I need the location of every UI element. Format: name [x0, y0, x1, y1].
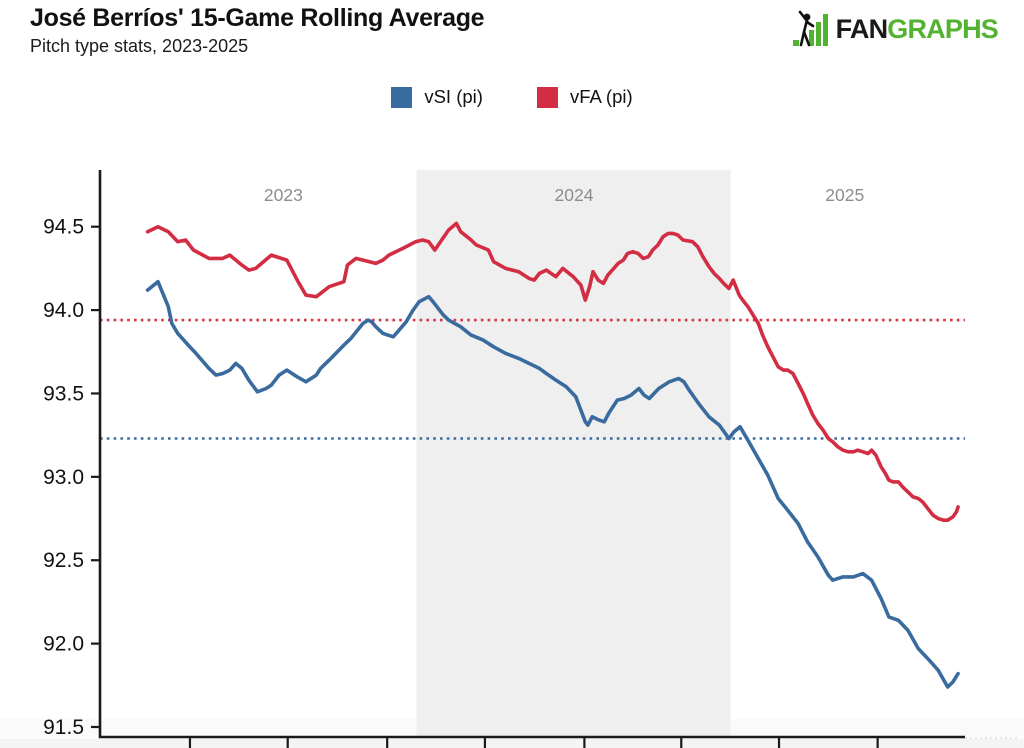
legend-item-vfa[interactable]: vFA (pi) [536, 86, 633, 108]
logo-text-graphs: GRAPHS [887, 14, 999, 44]
page-title: José Berríos' 15-Game Rolling Average [30, 4, 485, 32]
y-tick-label: 93.5 [43, 382, 84, 405]
fangraphs-batter-icon [792, 10, 828, 47]
series-line-vfa [145, 221, 960, 522]
cropped-xlabel-strip [0, 738, 1024, 748]
y-tick-label: 93.0 [43, 466, 84, 489]
vsi-color-swatch [391, 86, 413, 108]
y-tick-label: 92.0 [43, 633, 84, 656]
y-tick-label: 94.0 [43, 299, 84, 322]
axis-lines [98, 170, 965, 739]
y-tick-label: 94.5 [43, 216, 84, 239]
logo-text-fan: FAN [835, 14, 888, 44]
vfa-color-swatch [536, 86, 558, 108]
page-subtitle: Pitch type stats, 2023-2025 [30, 36, 249, 56]
fangraphs-logo[interactable]: FAN GRAPHS [792, 10, 999, 48]
vfa-legend-label: vFA (pi) [569, 86, 633, 107]
year-label-2024: 2024 [555, 185, 594, 205]
legend-item-vsi[interactable]: vSI (pi) [391, 86, 483, 108]
year-label-2023: 2023 [264, 185, 303, 205]
chart-legend: vSI (pi) vFA (pi) [0, 86, 1024, 108]
vsi-legend-label: vSI (pi) [424, 86, 483, 107]
year-label-2025: 2025 [825, 185, 864, 205]
series-line-vsi [145, 279, 960, 689]
y-tick-label: 91.5 [43, 716, 84, 739]
season-band-2024 [416, 170, 731, 737]
y-tick-label: 92.5 [43, 549, 84, 572]
